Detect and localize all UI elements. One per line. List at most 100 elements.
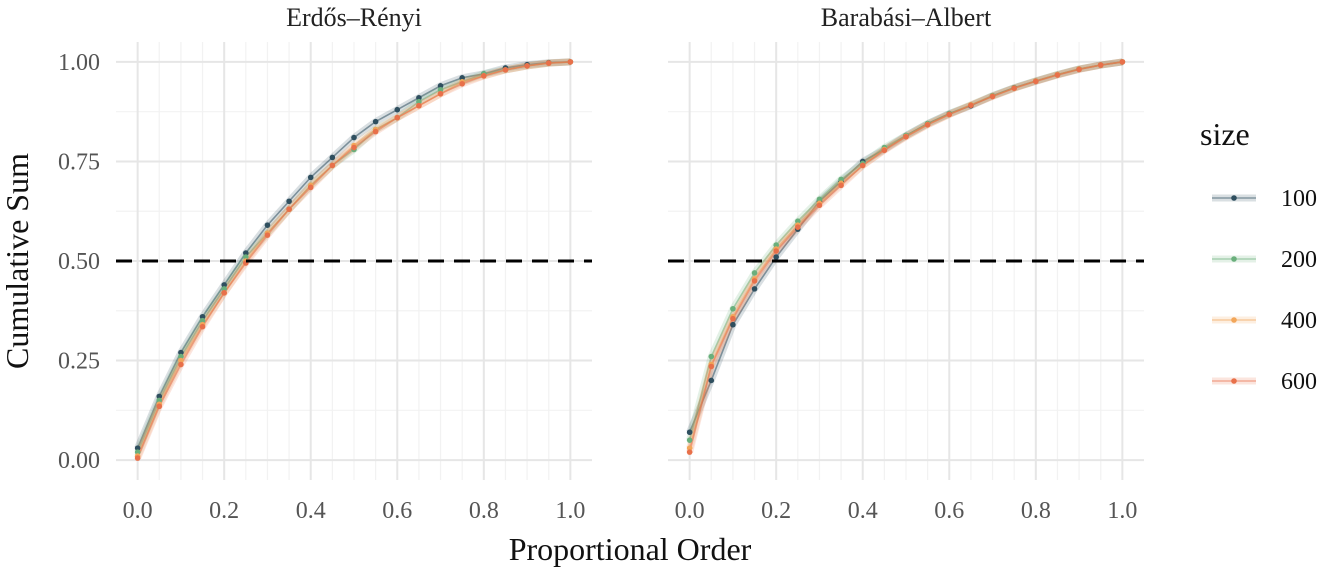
data-point-600 (686, 449, 693, 455)
data-point-200 (156, 397, 163, 404)
data-point-600 (989, 93, 996, 100)
data-point-600 (924, 122, 931, 128)
data-point-600 (286, 206, 292, 213)
y-tick-label: 0.00 (58, 448, 100, 474)
data-point-100 (243, 250, 249, 256)
facet-title: Erdős–Rényi (286, 3, 422, 32)
legend: size 100 200 400 600 (1200, 116, 1317, 395)
data-point-100 (394, 106, 401, 113)
y-axis-title: Cumulative Sum (0, 153, 35, 369)
legend-entry-400: 400 (1212, 308, 1317, 334)
data-point-200 (437, 86, 444, 93)
data-point-100 (351, 134, 357, 141)
x-tick-label: 0.2 (761, 498, 791, 524)
data-point-200 (730, 305, 736, 312)
data-point-600 (351, 144, 357, 151)
data-point-100 (221, 282, 227, 288)
data-point-600 (1033, 78, 1039, 85)
x-tick-label: 0.0 (675, 498, 705, 524)
data-point-600 (881, 147, 888, 154)
data-point-600 (199, 323, 206, 330)
legend-key-point (1231, 378, 1237, 384)
data-point-600 (567, 59, 574, 65)
facet-title: Barabási–Albert (821, 3, 992, 32)
data-point-100 (178, 349, 184, 356)
panel-1: Erdős–Rényi 0.0 0.2 0.4 0.6 0.8 1.0 0.00 0.25 0.5… (58, 3, 592, 524)
data-point-200 (751, 270, 758, 276)
data-point-600 (968, 102, 974, 109)
data-point-100 (708, 377, 715, 384)
data-point-100 (416, 94, 422, 101)
data-point-100 (199, 313, 206, 320)
data-point-600 (1076, 66, 1082, 73)
data-point-600 (416, 102, 422, 109)
data-point-100 (307, 174, 314, 181)
data-point-600 (545, 60, 552, 66)
data-point-200 (686, 437, 693, 443)
data-point-600 (773, 248, 779, 254)
x-tick-label: 0.8 (469, 498, 499, 524)
y-tick-label: 0.50 (58, 249, 100, 275)
x-tick-label: 0.0 (123, 498, 153, 524)
data-point-600 (1011, 85, 1017, 91)
data-point-600 (1097, 62, 1104, 68)
x-tick-label: 0.4 (296, 498, 326, 524)
data-point-600 (264, 232, 271, 238)
data-point-600 (751, 278, 758, 284)
legend-entry-200: 200 (1212, 247, 1317, 273)
data-point-100 (751, 286, 758, 292)
data-point-200 (416, 98, 422, 105)
data-point-100 (156, 393, 163, 400)
data-point-200 (221, 286, 227, 292)
data-point-200 (773, 242, 779, 248)
data-point-600 (524, 63, 530, 69)
data-point-600 (795, 224, 801, 230)
x-tick-label: 0.8 (1021, 498, 1051, 524)
legend-label: 600 (1281, 369, 1317, 395)
legend-label: 200 (1281, 247, 1317, 273)
data-point-400 (686, 445, 693, 451)
data-point-200 (795, 218, 801, 224)
data-point-100 (686, 429, 693, 436)
legend-entry-600: 600 (1212, 369, 1317, 395)
data-point-600 (156, 403, 163, 410)
legend-key-point (1231, 195, 1237, 201)
legend-label: 100 (1281, 186, 1317, 212)
data-point-600 (481, 73, 487, 79)
data-point-600 (134, 455, 141, 461)
data-point-200 (178, 353, 184, 360)
data-point-600 (394, 114, 401, 121)
legend-key-point (1231, 317, 1237, 323)
data-point-600 (437, 90, 444, 97)
data-point-400 (178, 357, 184, 364)
data-point-100 (286, 198, 292, 205)
data-point-600 (859, 162, 866, 169)
x-tick-label: 0.2 (209, 498, 239, 524)
data-point-600 (730, 315, 736, 322)
legend-key-point (1231, 256, 1237, 262)
legend-label: 400 (1281, 308, 1317, 334)
panel-2: Barabási–Albert 0.0 0.2 0.4 0.6 0.8 1.0 (668, 3, 1144, 524)
data-point-600 (946, 111, 953, 118)
data-point-100 (329, 154, 336, 161)
data-point-600 (329, 162, 336, 169)
data-point-600 (708, 363, 715, 370)
data-point-100 (372, 118, 379, 125)
data-point-600 (903, 133, 909, 140)
data-point-600 (178, 361, 184, 368)
data-point-600 (838, 182, 844, 189)
x-tick-label: 1.0 (1107, 498, 1137, 524)
data-point-100 (264, 222, 271, 228)
data-point-600 (502, 67, 509, 73)
data-point-600 (459, 81, 465, 87)
legend-title: size (1200, 116, 1250, 152)
data-point-100 (730, 321, 736, 328)
data-point-200 (708, 353, 715, 360)
y-tick-label: 1.00 (58, 50, 100, 76)
x-axis-title: Proportional Order (509, 531, 752, 567)
data-point-200 (243, 254, 249, 260)
data-point-100 (437, 83, 444, 89)
data-point-200 (838, 176, 844, 183)
x-tick-label: 0.4 (848, 498, 878, 524)
